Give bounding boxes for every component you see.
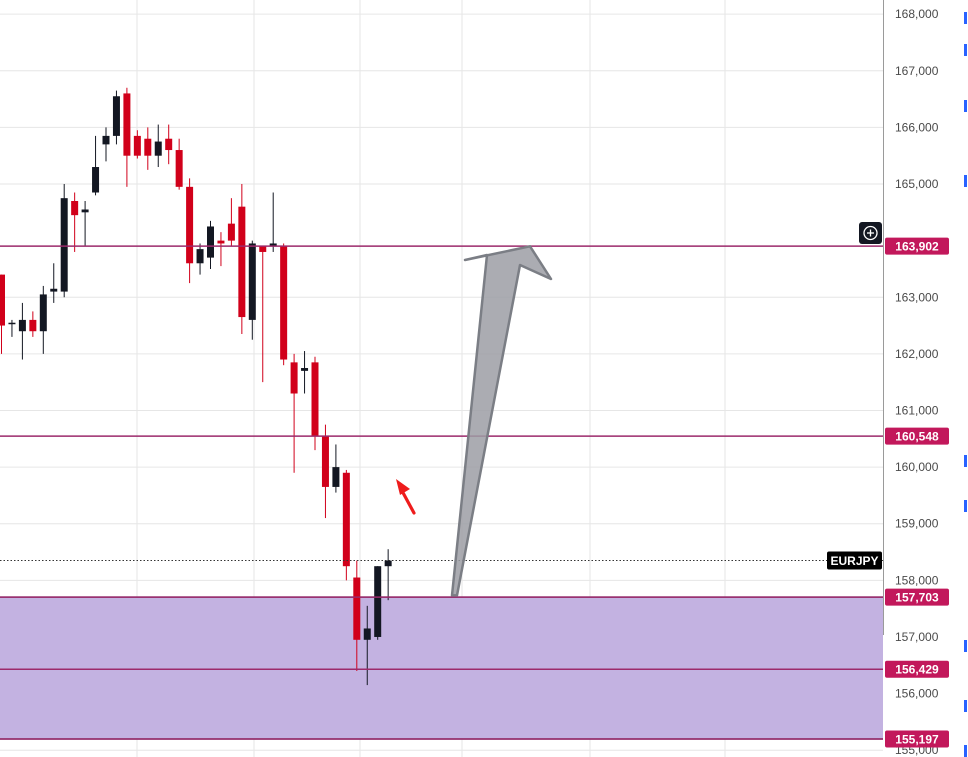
candle-body [290,362,298,394]
level-price-tag[interactable] [885,660,949,678]
candle-body [60,198,68,292]
candle-body [363,628,371,640]
edge-marker [964,455,967,467]
candle-body [332,467,340,487]
level-price-label: 163,902 [895,239,939,253]
y-tick-label: 168,000 [895,7,939,21]
candle-body [384,560,392,567]
edge-marker [964,500,967,512]
candle-body [207,226,214,258]
level-price-label: 155,197 [895,732,939,746]
price-axis[interactable]: 168,000 167,000 166,000 165,000 163,000 162,0… [827,0,967,757]
large-up-arrow [450,245,553,597]
candle-body [81,209,89,213]
candle-body [227,223,235,241]
edge-marker [964,12,967,24]
candle-body [144,138,152,156]
candle-body [342,472,350,567]
y-tick-label: 161,000 [895,403,939,417]
edge-marker [964,175,967,187]
candle-body [92,167,100,193]
y-tick-label: 167,000 [895,64,939,78]
candles [0,87,392,686]
candle-body [175,150,183,187]
level-price-tag[interactable] [885,427,949,445]
demand-zone [0,596,883,740]
level-price-label: 157,703 [895,590,939,604]
candle-body [248,243,256,320]
level-price-tag[interactable] [885,588,949,606]
y-tick-label: 162,000 [895,347,939,361]
level-price-label: 156,429 [895,663,939,677]
candle-body [133,135,141,156]
y-tick-label: 156,000 [895,687,939,701]
edge-marker [964,44,967,56]
y-tick-label: 159,000 [895,517,939,531]
candle-body [186,186,194,264]
candle-body [71,200,79,216]
edge-marker [964,700,967,712]
candle-body [374,566,382,637]
edge-marker [964,100,967,112]
y-tick-label: 163,000 [895,290,939,304]
candle-body [102,135,110,145]
candle-body [29,319,37,332]
y-tick-label: 160,000 [895,460,939,474]
candle-body [50,288,58,292]
candle-body [353,577,361,640]
level-lines [0,245,883,740]
candle-body [123,93,131,156]
y-tick-label: 166,000 [895,120,939,134]
level-price-tag[interactable] [885,237,949,255]
level-price-label: 160,548 [895,429,939,443]
candle-body [39,294,47,332]
candle-body [269,243,277,247]
candle-body [18,319,26,332]
candle-body [0,274,5,326]
candle-body [154,141,162,156]
symbol-label: EURJPY [830,554,878,568]
y-tick-label: 165,000 [895,177,939,191]
symbol-tag [827,551,882,570]
annotations [396,245,553,597]
candle-body [321,435,329,487]
candle-body [238,206,246,318]
candle-body [112,96,120,136]
candle-body [217,240,225,244]
y-tick-label: 158,000 [895,573,939,587]
level-price-tag[interactable] [885,730,949,748]
candle-body [165,138,173,151]
crosshair-plus-icon [863,225,878,241]
y-tick-label: 157,000 [895,630,939,644]
candle-body [259,246,267,252]
candle-body [280,246,288,360]
edge-marker [964,745,967,757]
candle-body [301,368,309,371]
edge-marker [964,640,967,652]
zone-rect [0,597,883,740]
candle-body [311,362,319,436]
red-pointer-head [396,479,410,495]
candle-body [8,322,16,325]
candle-body [196,249,204,264]
